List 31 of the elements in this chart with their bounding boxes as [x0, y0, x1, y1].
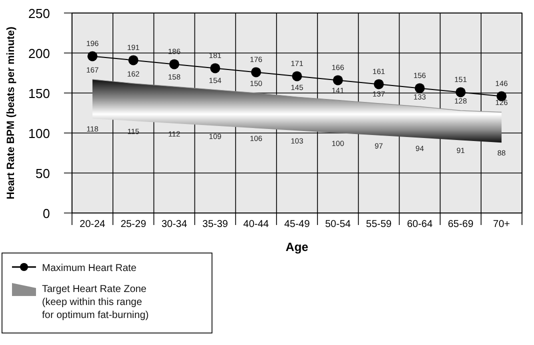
point — [251, 67, 262, 78]
point — [414, 83, 425, 94]
point — [128, 55, 138, 66]
y-tick-label: 250 — [28, 6, 50, 21]
x-tick-label: 20-24 — [80, 219, 106, 230]
point — [87, 51, 98, 62]
x-tick-label: 40-44 — [243, 219, 270, 230]
x-tick-label: 60-64 — [406, 219, 433, 230]
x-tick-label: 65-69 — [448, 219, 474, 230]
point — [332, 75, 343, 86]
y-tick-label: 150 — [28, 86, 50, 101]
x-tick-label: 25-29 — [120, 219, 147, 230]
x-tick-label: 45-49 — [284, 219, 310, 230]
y-axis-title: Heart Rate BPM (beats per minute) — [5, 26, 17, 200]
x-tick-label: 55-59 — [366, 219, 392, 230]
point — [169, 59, 180, 70]
point — [456, 87, 466, 98]
x-tick-label: 35-39 — [202, 219, 228, 230]
point — [210, 63, 220, 74]
y-tick-label: 200 — [28, 46, 50, 61]
legend-label: Maximum Heart Rate — [42, 263, 137, 274]
x-axis-title: Age — [286, 240, 309, 254]
x-tick-label: 70+ — [493, 219, 510, 230]
x-tick-label: 50-54 — [325, 219, 352, 230]
y-tick-label: 0 — [42, 206, 50, 221]
legend-label: Target Heart Rate Zone (keep within this range for optimum fat-burning) — [42, 284, 149, 321]
y-tick-label: 100 — [28, 126, 50, 141]
x-tick-label: 30-34 — [161, 219, 188, 230]
point — [292, 71, 302, 82]
y-tick-label: 50 — [36, 166, 50, 181]
point — [374, 79, 384, 90]
